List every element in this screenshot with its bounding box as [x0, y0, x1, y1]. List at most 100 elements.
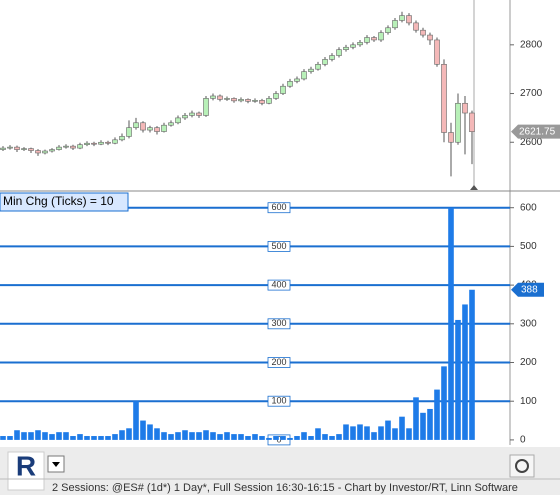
candle-body [469, 112, 475, 132]
candle-body [364, 37, 370, 43]
bar [84, 436, 90, 440]
bar [308, 436, 314, 440]
bar [91, 436, 97, 440]
y-tick-label: 300 [520, 318, 537, 329]
refresh-icon [515, 459, 529, 473]
bar [70, 436, 76, 440]
candle-body [371, 37, 377, 41]
bar [168, 434, 174, 440]
candle-body [49, 149, 55, 152]
candle-body [294, 78, 300, 82]
candle-body [0, 147, 6, 150]
candle-body [427, 34, 433, 41]
candle-body [259, 100, 265, 104]
bar [56, 432, 62, 440]
candle-body [252, 100, 258, 102]
bar [364, 426, 370, 440]
candle-body [336, 49, 342, 56]
candle-body [322, 59, 328, 65]
bar [455, 319, 461, 440]
candle-body [63, 145, 69, 148]
candle-body [287, 81, 293, 87]
inline-tick-label: 300 [271, 318, 286, 328]
bar [280, 436, 286, 440]
y-tick-label: 600 [520, 202, 537, 213]
y-tick-label: 0 [520, 435, 526, 446]
bar [42, 432, 48, 440]
bar [0, 436, 6, 440]
refresh-button[interactable] [509, 454, 535, 478]
candle-body [77, 144, 83, 149]
inline-tick-box [267, 357, 291, 368]
bar [259, 436, 265, 440]
bar [98, 436, 104, 440]
candle-body [91, 142, 97, 145]
bar [420, 412, 426, 440]
candle-body [175, 117, 181, 124]
candle-body [245, 99, 251, 102]
cursor-marker [470, 185, 478, 190]
bar [413, 397, 419, 440]
candle-body [350, 44, 356, 48]
bar [329, 436, 335, 440]
bar [175, 432, 181, 440]
bar [35, 430, 41, 440]
bar [147, 424, 153, 440]
bar [49, 434, 55, 440]
candle-body [420, 29, 426, 36]
candle-body [378, 32, 384, 41]
candle-body [203, 98, 209, 116]
inline-tick-box [267, 241, 291, 252]
bar [133, 401, 139, 440]
candle-body [343, 46, 349, 50]
annotation-box [0, 192, 129, 212]
bar [350, 426, 356, 440]
logo-box [7, 451, 45, 491]
bar [14, 430, 20, 440]
candle-body [196, 112, 202, 116]
inline-tick-label: 500 [271, 241, 286, 251]
bar [371, 432, 377, 440]
candle-body [7, 146, 13, 149]
candle-body [329, 55, 335, 60]
bar [406, 428, 412, 440]
last-price-marker [511, 124, 560, 139]
last-value-marker [511, 282, 544, 297]
bar [343, 424, 349, 440]
candle-body [301, 71, 307, 80]
bar [448, 207, 454, 440]
bar [427, 408, 433, 440]
bar [294, 436, 300, 440]
bar [105, 436, 111, 440]
candle-body [406, 15, 412, 24]
candle-body [70, 145, 76, 149]
bar [112, 434, 118, 440]
candle-body [105, 141, 111, 144]
inline-tick-label: 400 [271, 279, 286, 289]
bar [126, 428, 132, 440]
bar [273, 436, 279, 440]
candle-body [161, 124, 167, 132]
candle-body [238, 99, 244, 102]
y-tick-label: 2700 [520, 88, 543, 99]
bar [378, 426, 384, 440]
candle-body [399, 15, 405, 21]
candle-body [413, 22, 419, 31]
inline-tick-box [267, 395, 291, 407]
bar [217, 434, 223, 440]
bar [21, 432, 27, 440]
bar [336, 434, 342, 440]
candle-body [14, 146, 20, 150]
bar [392, 428, 398, 440]
candle-body [126, 127, 132, 137]
candle-body [308, 68, 314, 72]
y-tick-label: 2600 [520, 137, 543, 148]
bar [238, 434, 244, 440]
bar [182, 430, 188, 440]
bar [469, 289, 475, 440]
candle-body [224, 98, 230, 100]
bar [196, 432, 202, 440]
candle-body [98, 141, 104, 145]
candle-body [455, 102, 461, 143]
